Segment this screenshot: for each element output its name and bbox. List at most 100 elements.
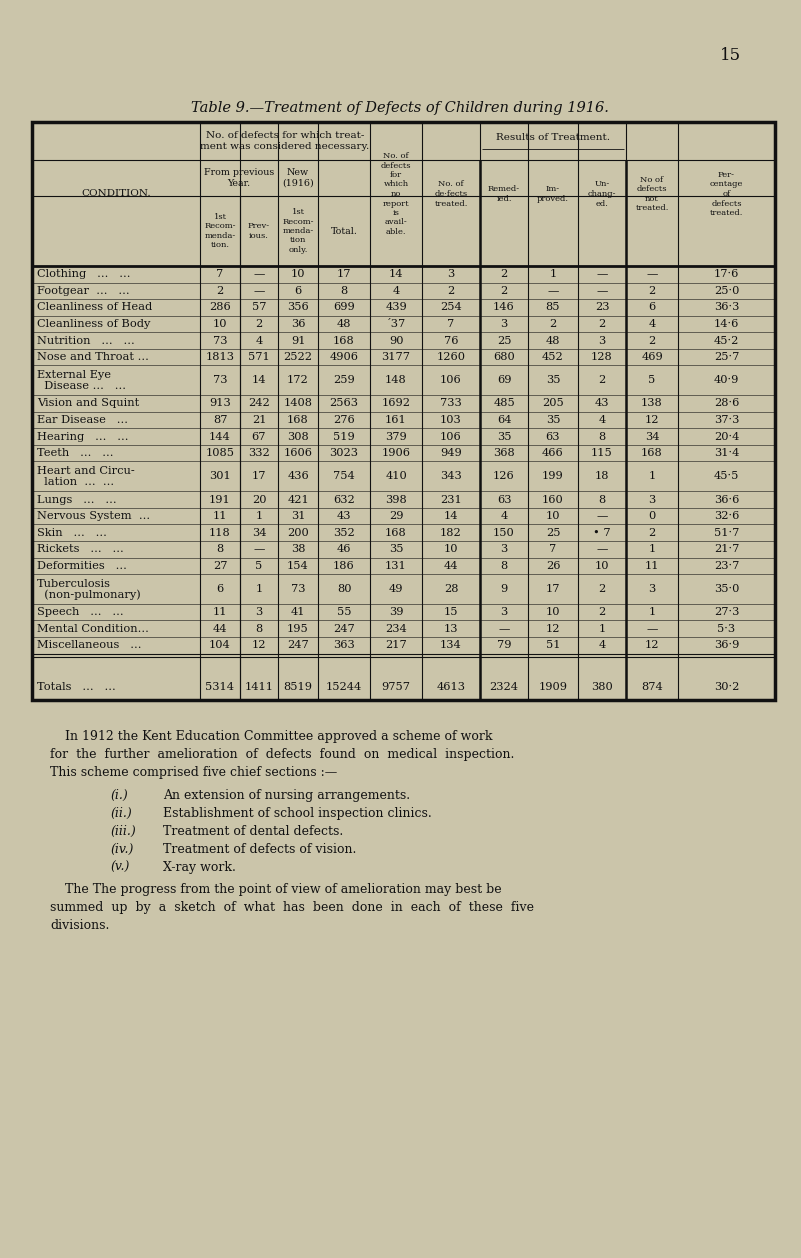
Text: 45·5: 45·5 — [714, 472, 739, 482]
Text: 21: 21 — [252, 415, 266, 425]
Text: 103: 103 — [440, 415, 462, 425]
Text: 913: 913 — [209, 399, 231, 409]
Text: • 7: • 7 — [594, 527, 611, 537]
Text: 9: 9 — [501, 584, 508, 594]
Text: 0: 0 — [648, 511, 656, 521]
Text: (i.): (i.) — [110, 790, 127, 803]
Text: 13: 13 — [444, 624, 458, 634]
Text: 131: 131 — [385, 561, 407, 571]
Text: 469: 469 — [641, 352, 663, 362]
Text: 6: 6 — [295, 286, 302, 296]
Text: 368: 368 — [493, 448, 515, 458]
Text: 5·3: 5·3 — [718, 624, 735, 634]
Text: 3: 3 — [598, 336, 606, 346]
Text: 28·6: 28·6 — [714, 399, 739, 409]
Text: 168: 168 — [333, 336, 355, 346]
Text: 128: 128 — [591, 352, 613, 362]
Text: 25·0: 25·0 — [714, 286, 739, 296]
Text: 51: 51 — [545, 640, 560, 650]
Text: 17·6: 17·6 — [714, 269, 739, 279]
Text: (v.): (v.) — [110, 862, 130, 874]
Text: 4: 4 — [256, 336, 263, 346]
Text: Un-
chang-
ed.: Un- chang- ed. — [588, 180, 616, 208]
Text: 64: 64 — [497, 415, 511, 425]
Text: 17: 17 — [336, 269, 352, 279]
Text: 14: 14 — [388, 269, 403, 279]
Text: 15: 15 — [719, 47, 741, 63]
Text: 10: 10 — [595, 561, 610, 571]
Text: 48: 48 — [545, 336, 560, 346]
Text: 5314: 5314 — [206, 682, 235, 692]
Text: 4: 4 — [598, 640, 606, 650]
Bar — [32, 122, 775, 699]
Text: 29: 29 — [388, 511, 403, 521]
Text: 134: 134 — [440, 640, 462, 650]
Text: 8: 8 — [501, 561, 508, 571]
Text: 34: 34 — [645, 431, 659, 442]
Text: The The progress from the point of view of amelioration may best be: The The progress from the point of view … — [65, 883, 501, 896]
Text: 2: 2 — [501, 269, 508, 279]
Text: Miscellaneous   ...: Miscellaneous ... — [37, 640, 142, 650]
Text: 195: 195 — [287, 624, 309, 634]
Text: 87: 87 — [213, 415, 227, 425]
Text: 436: 436 — [287, 472, 309, 482]
Text: 632: 632 — [333, 494, 355, 504]
Text: 4: 4 — [648, 320, 656, 330]
Text: 2: 2 — [648, 527, 656, 537]
Text: 148: 148 — [385, 375, 407, 385]
Text: 3: 3 — [501, 320, 508, 330]
Text: Treatment of defects of vision.: Treatment of defects of vision. — [163, 843, 356, 857]
Text: 11: 11 — [213, 511, 227, 521]
Text: Footgear  ...   ...: Footgear ... ... — [37, 286, 130, 296]
Text: 38: 38 — [291, 545, 305, 555]
Text: 332: 332 — [248, 448, 270, 458]
Text: 1: 1 — [648, 545, 656, 555]
Text: 10: 10 — [444, 545, 458, 555]
Text: 14: 14 — [444, 511, 458, 521]
Text: 2: 2 — [598, 584, 606, 594]
Text: Deformities   ...: Deformities ... — [37, 561, 127, 571]
Text: 247: 247 — [287, 640, 309, 650]
Text: 36·6: 36·6 — [714, 494, 739, 504]
Text: 5: 5 — [256, 561, 263, 571]
Text: 168: 168 — [287, 415, 309, 425]
Text: 39: 39 — [388, 608, 403, 618]
Text: No. of
defects
for
which
no
report
is
avail-
able.: No. of defects for which no report is av… — [380, 152, 411, 237]
Text: 3177: 3177 — [381, 352, 410, 362]
Text: 5: 5 — [648, 375, 656, 385]
Text: 343: 343 — [440, 472, 462, 482]
Text: 35: 35 — [545, 375, 560, 385]
Text: 1: 1 — [256, 511, 263, 521]
Text: 379: 379 — [385, 431, 407, 442]
Text: 3: 3 — [648, 584, 656, 594]
Text: 12: 12 — [252, 640, 266, 650]
Text: (ii.): (ii.) — [110, 808, 131, 820]
Text: 242: 242 — [248, 399, 270, 409]
Text: 3: 3 — [448, 269, 455, 279]
Text: 1909: 1909 — [538, 682, 567, 692]
Text: 35·0: 35·0 — [714, 584, 739, 594]
Text: 1: 1 — [598, 624, 606, 634]
Text: 17: 17 — [545, 584, 560, 594]
Text: Totals   ...   ...: Totals ... ... — [37, 682, 116, 692]
Text: External Eye: External Eye — [37, 370, 111, 380]
Text: 35: 35 — [497, 431, 511, 442]
Text: 79: 79 — [497, 640, 511, 650]
Text: 286: 286 — [209, 302, 231, 312]
Text: 144: 144 — [209, 431, 231, 442]
Text: 3: 3 — [648, 494, 656, 504]
Text: 154: 154 — [287, 561, 309, 571]
Text: 115: 115 — [591, 448, 613, 458]
Text: Skin   ...   ...: Skin ... ... — [37, 527, 107, 537]
Text: 7: 7 — [448, 320, 455, 330]
Text: (iv.): (iv.) — [110, 843, 134, 857]
Text: 63: 63 — [497, 494, 511, 504]
Text: —: — — [253, 286, 264, 296]
Text: 43: 43 — [595, 399, 610, 409]
Text: 301: 301 — [209, 472, 231, 482]
Text: 36·3: 36·3 — [714, 302, 739, 312]
Text: 1906: 1906 — [381, 448, 410, 458]
Text: 57: 57 — [252, 302, 266, 312]
Text: —: — — [646, 269, 658, 279]
Text: 8: 8 — [598, 494, 606, 504]
